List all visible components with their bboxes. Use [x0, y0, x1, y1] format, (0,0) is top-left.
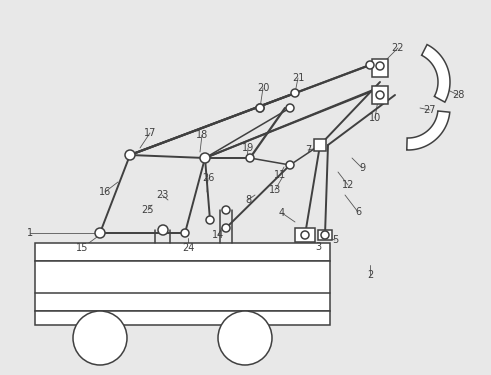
Circle shape — [291, 89, 299, 97]
Text: 9: 9 — [359, 163, 365, 173]
Circle shape — [158, 225, 168, 235]
Circle shape — [200, 153, 210, 163]
Bar — [35, 261, 330, 311]
Text: 4: 4 — [279, 208, 285, 218]
Text: 3: 3 — [315, 242, 321, 252]
Circle shape — [321, 231, 329, 239]
Circle shape — [376, 62, 384, 70]
Bar — [318, 230, 332, 240]
Circle shape — [73, 311, 127, 365]
Text: 2: 2 — [367, 270, 373, 280]
Text: 7: 7 — [305, 145, 311, 155]
Text: 5: 5 — [332, 235, 338, 245]
Circle shape — [125, 150, 135, 160]
Bar — [372, 86, 388, 104]
Text: 18: 18 — [196, 130, 208, 140]
Circle shape — [218, 311, 272, 365]
Circle shape — [181, 229, 189, 237]
Circle shape — [256, 104, 264, 112]
Text: 19: 19 — [242, 143, 254, 153]
Text: 15: 15 — [76, 243, 88, 253]
Text: 25: 25 — [142, 205, 154, 215]
Circle shape — [376, 91, 384, 99]
Bar — [314, 139, 326, 151]
Text: 16: 16 — [99, 187, 111, 197]
Circle shape — [286, 104, 294, 112]
Circle shape — [256, 104, 264, 112]
Text: 23: 23 — [156, 190, 168, 200]
Text: 21: 21 — [292, 73, 304, 83]
Text: 14: 14 — [212, 230, 224, 240]
Bar — [295, 228, 315, 242]
Text: 24: 24 — [182, 243, 194, 253]
Text: 20: 20 — [257, 83, 269, 93]
Text: 10: 10 — [369, 113, 381, 123]
Text: 1: 1 — [27, 228, 33, 238]
Circle shape — [222, 206, 230, 214]
Circle shape — [246, 154, 254, 162]
Text: 27: 27 — [424, 105, 436, 115]
Text: 28: 28 — [452, 90, 464, 100]
Circle shape — [286, 161, 294, 169]
Bar — [35, 311, 330, 325]
Polygon shape — [407, 111, 450, 150]
Circle shape — [315, 140, 325, 150]
Circle shape — [301, 231, 309, 239]
Text: 6: 6 — [355, 207, 361, 217]
Circle shape — [222, 224, 230, 232]
Polygon shape — [422, 45, 450, 102]
Text: 12: 12 — [342, 180, 354, 190]
Bar — [35, 243, 330, 261]
Text: 26: 26 — [202, 173, 214, 183]
Text: 8: 8 — [245, 195, 251, 205]
Circle shape — [95, 228, 105, 238]
Text: 13: 13 — [269, 185, 281, 195]
Text: 17: 17 — [144, 128, 156, 138]
Circle shape — [366, 61, 374, 69]
Text: 22: 22 — [392, 43, 404, 53]
Bar — [372, 59, 388, 77]
Circle shape — [206, 216, 214, 224]
Text: 11: 11 — [274, 170, 286, 180]
